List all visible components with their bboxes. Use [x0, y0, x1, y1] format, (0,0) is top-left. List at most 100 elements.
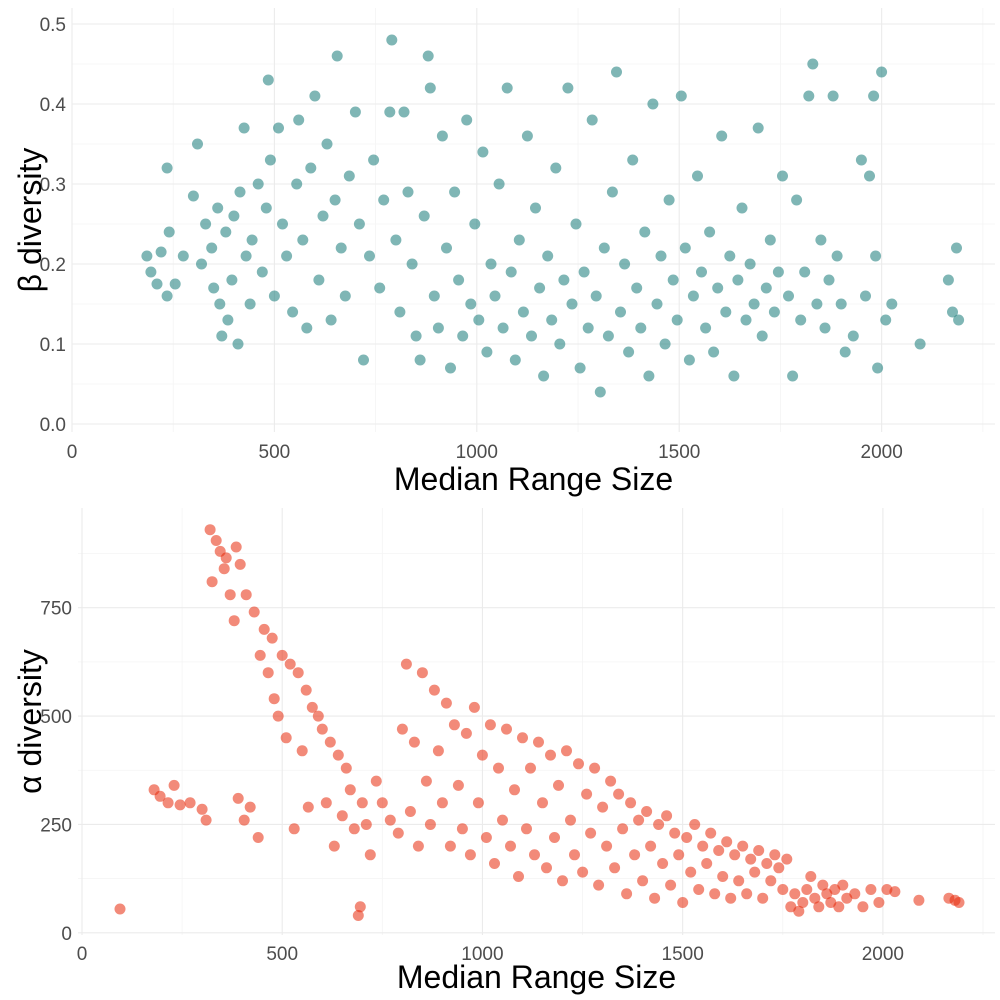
- data-point: [368, 154, 380, 166]
- data-point: [696, 266, 707, 278]
- data-point: [839, 346, 851, 358]
- data-point: [870, 250, 882, 262]
- data-point: [480, 832, 492, 843]
- data-point: [277, 218, 288, 230]
- data-point: [546, 314, 558, 326]
- data-point: [647, 98, 659, 110]
- data-point: [266, 632, 278, 644]
- data-point: [394, 306, 406, 318]
- data-point: [756, 330, 768, 342]
- data-point: [849, 888, 861, 900]
- data-point: [206, 242, 218, 254]
- beta-y-axis-title: β diversity: [12, 148, 48, 293]
- data-point: [517, 732, 528, 744]
- data-point: [631, 282, 643, 294]
- data-point: [692, 170, 703, 182]
- data-point: [396, 723, 408, 735]
- data-point: [268, 693, 280, 705]
- data-point: [687, 290, 699, 302]
- data-point: [428, 290, 440, 302]
- y-tick-label: 0.4: [40, 95, 67, 116]
- data-point: [422, 50, 434, 62]
- data-point: [280, 732, 292, 744]
- data-point: [837, 879, 849, 891]
- data-point: [412, 840, 424, 852]
- data-point: [340, 762, 352, 774]
- x-tick-label: 1500: [662, 944, 704, 965]
- data-point: [348, 823, 360, 835]
- data-point: [151, 278, 163, 290]
- data-point: [733, 875, 745, 887]
- beta-y-ticks: 0.0 0.1 0.2 0.3 0.4 0.5: [40, 15, 67, 436]
- data-point: [420, 775, 432, 787]
- data-point: [505, 266, 517, 278]
- data-point: [769, 849, 781, 861]
- data-point: [557, 875, 568, 887]
- data-point: [732, 274, 744, 286]
- data-point: [627, 154, 639, 166]
- data-point: [657, 858, 669, 869]
- data-point: [801, 884, 813, 895]
- data-point: [208, 282, 220, 294]
- data-point: [537, 797, 548, 809]
- data-point: [577, 866, 589, 878]
- data-point: [637, 875, 649, 887]
- data-point: [797, 897, 809, 908]
- data-point: [230, 541, 242, 553]
- data-point: [753, 845, 765, 856]
- data-point: [349, 106, 361, 118]
- data-point: [533, 736, 544, 748]
- alpha-x-ticks: 0 500 1000 1500 2000: [77, 944, 904, 965]
- data-point: [313, 274, 325, 286]
- data-point: [601, 840, 613, 852]
- data-point: [163, 226, 175, 238]
- data-point: [258, 623, 270, 635]
- beta-x-ticks: 0 500 1000 1500 2000: [67, 442, 903, 463]
- data-point: [752, 122, 764, 134]
- data-point: [473, 314, 485, 326]
- data-point: [565, 814, 576, 826]
- data-point: [238, 122, 250, 134]
- data-point: [216, 330, 228, 342]
- data-point: [639, 226, 651, 238]
- data-point: [276, 649, 288, 661]
- data-point: [872, 362, 884, 374]
- data-point: [623, 346, 635, 358]
- data-point: [549, 832, 560, 843]
- data-point: [328, 840, 340, 852]
- data-point: [827, 90, 839, 102]
- data-point: [677, 897, 689, 908]
- data-point: [712, 282, 724, 294]
- data-point: [364, 250, 375, 262]
- data-point: [651, 298, 663, 310]
- data-point: [177, 250, 189, 262]
- data-point: [629, 849, 641, 861]
- data-point: [947, 306, 958, 318]
- data-point: [325, 314, 337, 326]
- data-point: [204, 524, 216, 536]
- data-point: [218, 563, 230, 575]
- y-tick-label: 0.2: [40, 255, 66, 276]
- data-point: [404, 806, 416, 817]
- data-point: [287, 306, 299, 318]
- data-point: [593, 879, 605, 891]
- data-point: [817, 879, 829, 891]
- data-point: [760, 282, 772, 294]
- data-point: [291, 178, 303, 190]
- data-point: [374, 282, 386, 294]
- data-point: [609, 862, 621, 874]
- data-point: [590, 290, 602, 302]
- data-point: [244, 801, 256, 813]
- y-tick-label: 0.5: [40, 15, 66, 36]
- data-point: [309, 90, 321, 102]
- data-point: [254, 649, 266, 661]
- data-point: [457, 330, 469, 342]
- data-point: [781, 853, 793, 865]
- data-point: [324, 736, 336, 748]
- data-point: [493, 178, 505, 190]
- data-point: [220, 226, 232, 238]
- data-point: [196, 258, 207, 270]
- data-point: [681, 832, 693, 843]
- x-tick-label: 0: [77, 944, 88, 965]
- data-point: [602, 330, 614, 342]
